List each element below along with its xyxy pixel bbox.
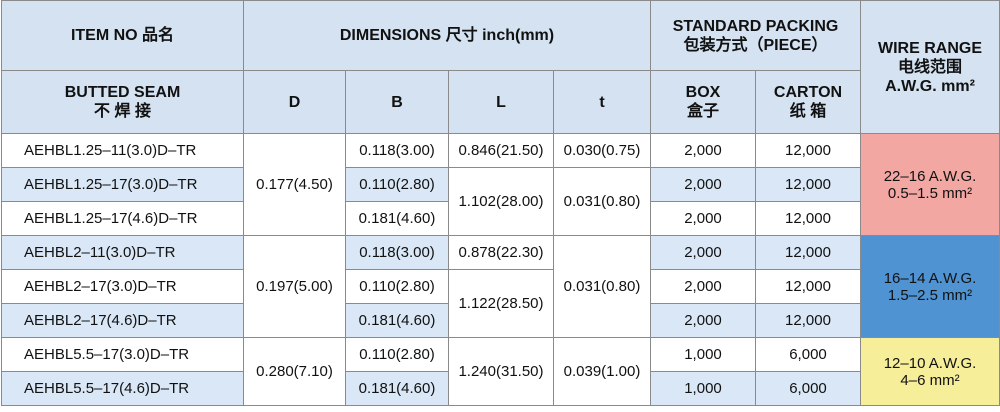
box-cell: 2,000 [650,235,756,270]
item-cell: AEHBL5.5–17(4.6)D–TR [1,371,244,406]
t-cell: 0.031(0.80) [553,167,651,236]
l-header: L [448,70,554,134]
item-cell: AEHBL2–17(4.6)D–TR [1,303,244,338]
table-body: AEHBL1.25–11(3.0)D–TR 0.177(4.50) 0.118(3.… [1,133,1000,406]
box-cell: 2,000 [650,167,756,202]
carton-cell: 6,000 [755,337,861,372]
t-cell: 0.039(1.00) [553,337,651,406]
wire-header: WIRE RANGE 电线范围 A.W.G. mm² [860,0,1000,134]
box-cell: 2,000 [650,201,756,236]
L-cell: 1.102(28.00) [448,167,554,236]
text: STANDARD PACKING [672,17,839,35]
row: AEHBL2–11(3.0)D–TR 0.197(5.00) 0.118(3.00)… [1,235,1000,338]
row: AEHBL5.5–17(3.0)D–TR 0.280(7.10) 0.110(2.8… [1,337,1000,406]
text: WIRE RANGE [878,39,982,57]
row: AEHBL2–17(3.0)D–TR 0.110(2.80) 1.122(28.50… [1,269,1000,338]
carton-cell: 12,000 [755,303,861,338]
box-header: BOX 盒子 [650,70,756,134]
B-cell: 0.181(4.60) [345,371,449,406]
D-cell: 0.177(4.50) [243,133,346,236]
text: 4–6 mm² [900,371,960,389]
item-cell: AEHBL2–17(3.0)D–TR [1,269,244,304]
item-cell: AEHBL2–11(3.0)D–TR [1,235,244,270]
wire-cell: 12–10 A.W.G. 4–6 mm² [860,337,1000,406]
t-header: t [553,70,651,134]
text: 16–14 A.W.G. [883,269,977,287]
L-cell: 0.846(21.50) [448,133,554,168]
B-cell: 0.181(4.60) [345,201,449,236]
box-cell: 1,000 [650,337,756,372]
carton-cell: 12,000 [755,167,861,202]
box-cell: 1,000 [650,371,756,406]
dimensions-header: DIMENSIONS 尺寸 inch(mm) [243,0,651,71]
L-cell: 1.240(31.50) [448,337,554,406]
box-cell: 2,000 [650,303,756,338]
row: AEHBL5.5–17(4.6)D–TR 0.181(4.60) 1,000 6,00… [1,371,1000,406]
item-cell: AEHBL5.5–17(3.0)D–TR [1,337,244,372]
text: 22–16 A.W.G. [883,167,977,185]
carton-cell: 12,000 [755,235,861,270]
row: AEHBL1.25–17(4.6)D–TR 0.181(4.60) 2,000 12,… [1,201,1000,236]
b-header: B [345,70,449,134]
box-cell: 2,000 [650,269,756,304]
text: 0.5–1.5 mm² [887,184,973,202]
carton-cell: 12,000 [755,269,861,304]
carton-header: CARTON 纸 箱 [755,70,861,134]
B-cell: 0.110(2.80) [345,167,449,202]
L-cell: 1.122(28.50) [448,269,554,338]
text: 1.5–2.5 mm² [887,286,973,304]
carton-cell: 12,000 [755,201,861,236]
carton-cell: 6,000 [755,371,861,406]
seam-header: BUTTED SEAM 不 焊 接 [1,70,244,134]
carton-cell: 12,000 [755,133,861,168]
box-cell: 2,000 [650,133,756,168]
wire-cell: 16–14 A.W.G. 1.5–2.5 mm² [860,235,1000,338]
text: 纸 箱 [789,103,827,120]
item-cell: AEHBL1.25–11(3.0)D–TR [1,133,244,168]
text: 电线范围 [897,58,962,76]
B-cell: 0.110(2.80) [345,269,449,304]
row: AEHBL2–17(4.6)D–TR 0.181(4.60) 2,000 12,000 [1,303,1000,338]
text: 不 焊 接 [94,103,151,120]
t-cell: 0.030(0.75) [553,133,651,168]
item-cell: AEHBL1.25–17(4.6)D–TR [1,201,244,236]
d-header: D [243,70,346,134]
B-cell: 0.181(4.60) [345,303,449,338]
text: DIMENSIONS 尺寸 inch(mm) [339,27,555,44]
text: CARTON [773,84,843,101]
D-cell: 0.280(7.10) [243,337,346,406]
wire-cell: 22–16 A.W.G. 0.5–1.5 mm² [860,133,1000,236]
text: A.W.G. mm² [885,77,975,95]
B-cell: 0.118(3.00) [345,235,449,270]
text: BUTTED SEAM [64,84,181,101]
text: 12–10 A.W.G. [883,354,977,372]
D-cell: 0.197(5.00) [243,235,346,338]
row: AEHBL1.25–11(3.0)D–TR 0.177(4.50) 0.118(3.… [1,133,1000,236]
text: BOX [685,84,721,101]
packing-header: STANDARD PACKING 包装方式（PIECE） [650,0,861,71]
item-header: ITEM NO 品名 [1,0,244,71]
text: ITEM NO 品名 [70,27,175,44]
text: 包装方式（PIECE） [683,36,828,54]
t-cell: 0.031(0.80) [553,235,651,338]
B-cell: 0.110(2.80) [345,337,449,372]
item-cell: AEHBL1.25–17(3.0)D–TR [1,167,244,202]
B-cell: 0.118(3.00) [345,133,449,168]
row: AEHBL1.25–17(3.0)D–TR 0.110(2.80) 1.102(28… [1,167,1000,236]
L-cell: 0.878(22.30) [448,235,554,270]
text: 盒子 [686,103,719,120]
